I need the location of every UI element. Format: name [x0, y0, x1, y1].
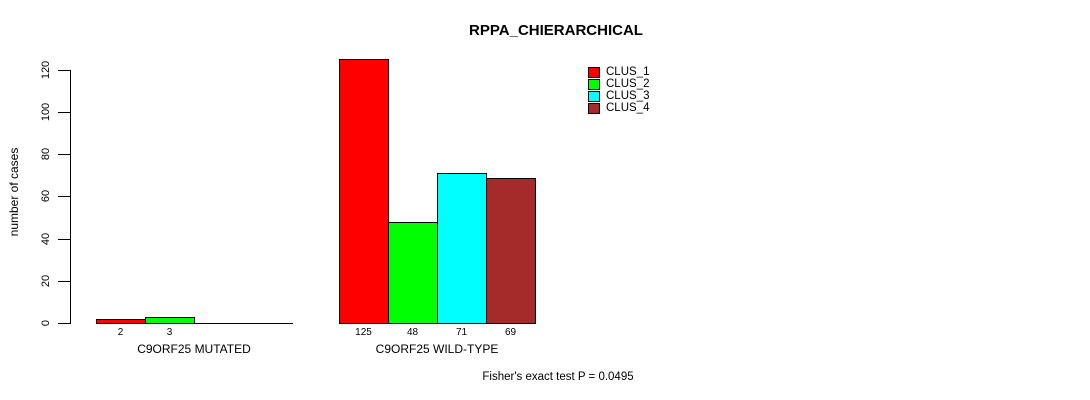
- y-axis-tick: [58, 112, 70, 113]
- legend-item-clus_1: CLUS_1: [588, 66, 649, 78]
- group-label-wild-type: C9ORF25 WILD-TYPE: [375, 342, 499, 356]
- bar-value-label: 48: [406, 327, 419, 338]
- bar-value-label: 125: [355, 327, 372, 338]
- y-axis-tick: [58, 323, 70, 324]
- bar-clus_1: [96, 319, 146, 324]
- y-axis-line: [70, 70, 71, 324]
- y-tick-label: 100: [40, 102, 52, 122]
- y-axis-tick: [58, 239, 70, 240]
- annotation-fisher-test: Fisher's exact test P = 0.0495: [482, 371, 634, 383]
- legend-item-clus_4: CLUS_4: [588, 102, 649, 114]
- bar-value-label: 71: [455, 327, 468, 338]
- y-axis-tick: [58, 196, 70, 197]
- legend-swatch-clus_3: [588, 90, 600, 102]
- y-tick-label: 120: [40, 60, 52, 80]
- legend-label: CLUS_1: [606, 66, 650, 79]
- y-axis-label: number of cases: [7, 147, 21, 237]
- bar-value-label: 2: [117, 327, 124, 338]
- legend-label: CLUS_3: [606, 90, 650, 103]
- bar-clus_2: [388, 222, 438, 324]
- bar-value-label: 69: [504, 327, 517, 338]
- y-axis-tick: [58, 70, 70, 71]
- legend-swatch-clus_1: [588, 66, 600, 78]
- y-axis-tick: [58, 154, 70, 155]
- legend-swatch-clus_2: [588, 78, 600, 90]
- y-tick-label: 20: [40, 274, 52, 288]
- bar-clus_4: [486, 178, 536, 324]
- bar-clus_3: [437, 173, 487, 324]
- bar-clus_1: [339, 59, 389, 324]
- y-tick-label: 40: [40, 232, 52, 246]
- y-tick-label: 0: [40, 319, 52, 327]
- legend-label: CLUS_2: [606, 78, 650, 91]
- bar-value-label: 3: [166, 327, 173, 338]
- legend-label: CLUS_4: [606, 102, 650, 115]
- legend: CLUS_1 CLUS_2 CLUS_3 CLUS_4: [588, 66, 649, 114]
- legend-item-clus_3: CLUS_3: [588, 90, 649, 102]
- bar-clus_2: [145, 317, 195, 324]
- y-tick-label: 60: [40, 189, 52, 203]
- chart-title: RPPA_CHIERARCHICAL: [469, 22, 643, 39]
- legend-item-clus_2: CLUS_2: [588, 78, 649, 90]
- legend-swatch-clus_4: [588, 102, 600, 114]
- y-tick-label: 80: [40, 147, 52, 161]
- group-label-mutated: C9ORF25 MUTATED: [137, 342, 251, 356]
- y-axis-tick: [58, 281, 70, 282]
